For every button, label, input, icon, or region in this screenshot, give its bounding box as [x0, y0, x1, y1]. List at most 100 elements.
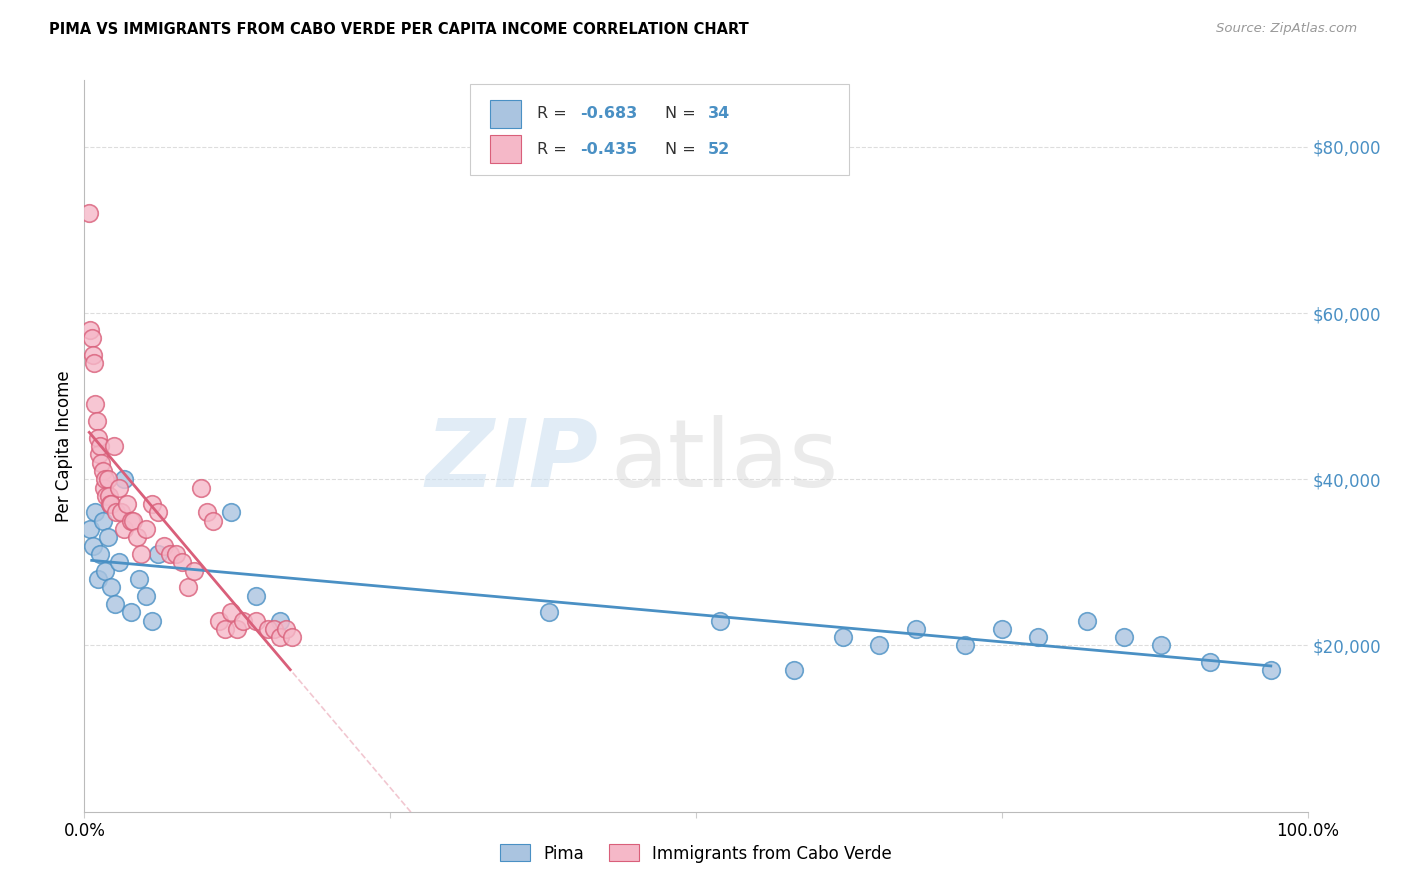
- Point: [79, 323, 101, 337]
- Point: [269, 630, 291, 644]
- Point: [122, 514, 145, 528]
- Text: atlas: atlas: [610, 415, 838, 507]
- Point: [1076, 614, 1098, 628]
- Point: [831, 630, 853, 644]
- Text: -0.435: -0.435: [579, 142, 637, 156]
- Point: [159, 547, 181, 561]
- Point: [77, 206, 100, 220]
- Point: [153, 539, 176, 553]
- Point: [232, 614, 254, 628]
- Point: [195, 506, 218, 520]
- Point: [172, 555, 194, 569]
- Point: [120, 514, 142, 528]
- Legend: Pima, Immigrants from Cabo Verde: Pima, Immigrants from Cabo Verde: [494, 838, 898, 869]
- Text: 34: 34: [709, 106, 731, 121]
- Text: PIMA VS IMMIGRANTS FROM CABO VERDE PER CAPITA INCOME CORRELATION CHART: PIMA VS IMMIGRANTS FROM CABO VERDE PER C…: [49, 22, 749, 37]
- Point: [82, 539, 104, 553]
- Point: [86, 414, 108, 428]
- Y-axis label: Per Capita Income: Per Capita Income: [55, 370, 73, 522]
- Point: [269, 614, 291, 628]
- Point: [953, 639, 976, 653]
- Point: [129, 547, 152, 561]
- Point: [1028, 630, 1050, 644]
- Point: [83, 356, 105, 370]
- Point: [98, 497, 121, 511]
- Bar: [491, 136, 522, 163]
- Point: [128, 572, 150, 586]
- Text: ZIP: ZIP: [425, 415, 598, 507]
- Point: [1198, 655, 1220, 669]
- Point: [245, 589, 267, 603]
- FancyBboxPatch shape: [470, 84, 849, 176]
- Point: [257, 622, 280, 636]
- Point: [208, 614, 231, 628]
- Point: [135, 589, 157, 603]
- Point: [87, 431, 110, 445]
- Point: [89, 547, 111, 561]
- Point: [263, 622, 285, 636]
- Point: [80, 331, 103, 345]
- Text: N =: N =: [665, 142, 702, 156]
- Point: [107, 481, 129, 495]
- Point: [115, 497, 138, 511]
- Point: [87, 447, 110, 461]
- Text: 52: 52: [709, 142, 731, 156]
- Point: [105, 506, 128, 520]
- Point: [110, 506, 132, 520]
- Point: [82, 347, 104, 362]
- Point: [219, 605, 242, 619]
- Point: [125, 530, 148, 544]
- Point: [112, 472, 135, 486]
- Point: [183, 564, 205, 578]
- Point: [214, 622, 236, 636]
- Point: [93, 481, 115, 495]
- Point: [103, 439, 125, 453]
- Point: [991, 622, 1014, 636]
- Point: [141, 497, 163, 511]
- Text: R =: R =: [537, 106, 572, 121]
- Point: [120, 605, 142, 619]
- Point: [84, 397, 107, 411]
- Point: [190, 481, 212, 495]
- Point: [201, 514, 224, 528]
- Point: [869, 639, 891, 653]
- Text: Source: ZipAtlas.com: Source: ZipAtlas.com: [1216, 22, 1357, 36]
- Point: [96, 489, 118, 503]
- Point: [905, 622, 928, 636]
- Point: [538, 605, 561, 619]
- Text: -0.683: -0.683: [579, 106, 637, 121]
- Point: [90, 456, 112, 470]
- Point: [97, 472, 120, 486]
- Point: [97, 530, 120, 544]
- Point: [100, 497, 122, 511]
- Point: [112, 522, 135, 536]
- Point: [226, 622, 249, 636]
- Point: [100, 580, 122, 594]
- Text: N =: N =: [665, 106, 702, 121]
- Point: [165, 547, 187, 561]
- Bar: [491, 100, 522, 128]
- Point: [107, 555, 129, 569]
- Point: [281, 630, 304, 644]
- Point: [146, 547, 169, 561]
- Point: [783, 664, 806, 678]
- Point: [104, 597, 127, 611]
- Point: [79, 522, 101, 536]
- Point: [1114, 630, 1136, 644]
- Point: [91, 464, 114, 478]
- Point: [709, 614, 731, 628]
- Point: [1150, 639, 1173, 653]
- Point: [87, 572, 110, 586]
- Point: [135, 522, 157, 536]
- Text: R =: R =: [537, 142, 572, 156]
- Point: [177, 580, 200, 594]
- Point: [94, 472, 117, 486]
- Point: [91, 514, 114, 528]
- Point: [245, 614, 267, 628]
- Point: [97, 489, 120, 503]
- Point: [141, 614, 163, 628]
- Point: [146, 506, 169, 520]
- Point: [84, 506, 107, 520]
- Point: [94, 564, 117, 578]
- Point: [276, 622, 298, 636]
